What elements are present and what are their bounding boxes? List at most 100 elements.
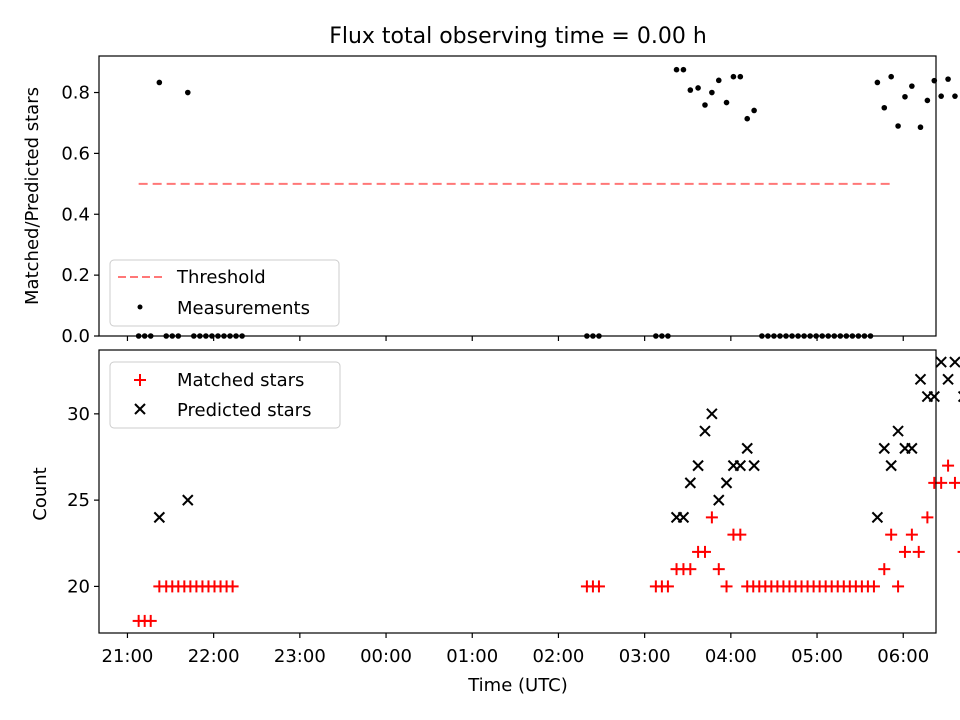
- measurement-point: [723, 99, 730, 106]
- count-x-tick-label: 23:00: [274, 646, 326, 667]
- measurement-point: [902, 93, 908, 100]
- predicted-star-point: [741, 442, 753, 455]
- ratio-y-tick-label: 0.4: [61, 204, 90, 225]
- predicted-star-point: [928, 390, 940, 403]
- count-legend-box: [109, 361, 341, 429]
- count-x-tick-label: 22:00: [188, 646, 240, 667]
- measurement-point: [730, 73, 737, 80]
- matched-star-point: [912, 545, 925, 558]
- measurement-point: [938, 93, 944, 99]
- measurement-point: [673, 66, 680, 73]
- measurement-point: [184, 89, 191, 96]
- chart-title: Flux total observing time = 0.00 h: [329, 24, 707, 49]
- ratio-y-tick-label: 0.6: [61, 143, 90, 164]
- measurement-point: [156, 79, 163, 86]
- matched-star-point: [892, 580, 905, 593]
- legend-measurements-swatch: [137, 304, 143, 310]
- predicted-star-point: [182, 494, 194, 506]
- matched-star-point: [684, 563, 697, 576]
- ratio-panel: Flux total observing time = 0.00 h 0.00.…: [22, 24, 958, 347]
- ratio-axes-frame: [98, 55, 937, 337]
- count-x-tick-label: 05:00: [791, 646, 843, 667]
- predicted-star-point: [878, 442, 890, 455]
- measurement-point: [737, 73, 744, 80]
- count-x-tick-label: 01:00: [446, 646, 498, 667]
- measurement-point: [680, 66, 687, 73]
- predicted-star-point: [677, 511, 690, 524]
- predicted-star-point: [684, 477, 697, 489]
- predicted-star-point: [906, 442, 918, 455]
- measurement-point: [952, 93, 958, 99]
- predicted-star-point: [892, 425, 904, 437]
- measurement-point: [715, 77, 722, 84]
- ratio-y-tick-label: 0.8: [61, 83, 90, 104]
- matched-star-point: [698, 545, 711, 558]
- predicted-star-point: [942, 373, 954, 386]
- ratio-legend-box: [109, 259, 340, 327]
- measurement-point: [695, 85, 701, 91]
- predicted-star-point: [153, 511, 166, 524]
- matched-star-point: [885, 528, 898, 541]
- matched-star-point: [878, 563, 891, 576]
- predicted-star-point: [734, 459, 747, 472]
- legend-predicted-label: Predicted stars: [177, 400, 311, 421]
- count-x-tick-label: 21:00: [102, 646, 154, 667]
- count-panel: 20 25 30 21:00 22:00 23:00 00:00 01:00 02:00 03:…: [30, 349, 960, 696]
- predicted-star-point: [692, 459, 704, 472]
- matched-star-point: [942, 459, 955, 472]
- matched-star-point: [948, 476, 960, 489]
- count-x-tick-label: 03:00: [619, 646, 671, 667]
- ratio-x-axis: [126, 336, 904, 341]
- count-x-tick-label: 02:00: [533, 646, 585, 667]
- measurement-point: [881, 104, 888, 111]
- measurement-point: [945, 76, 951, 82]
- predicted-star-point: [914, 373, 927, 386]
- measurement-point: [895, 123, 901, 129]
- legend-measurements-label: Measurements: [177, 298, 310, 319]
- measurement-point: [874, 79, 881, 86]
- matched-star-point: [592, 580, 605, 593]
- measurement-point: [888, 73, 894, 80]
- measurement-point: [709, 89, 715, 96]
- ratio-y-tick-label: 0.0: [61, 326, 90, 347]
- legend-threshold-label: Threshold: [176, 267, 266, 288]
- matched-star-point: [712, 563, 725, 576]
- ratio-y-axis-label: Matched/Predicted stars: [22, 87, 43, 305]
- count-y-tick-label: 30: [67, 404, 90, 425]
- predicted-star-point: [935, 356, 947, 368]
- predicted-star-point: [871, 511, 884, 524]
- count-y-axis-label: Count: [30, 467, 51, 520]
- count-axes-frame: [98, 349, 937, 634]
- ratio-y-axis: 0.0 0.2 0.4 0.6 0.8: [61, 83, 99, 347]
- count-x-tick-label: 04:00: [705, 646, 757, 667]
- matched-star-point: [921, 511, 934, 524]
- matched-star-point: [905, 528, 918, 541]
- matched-star-point: [935, 476, 948, 489]
- matched-star-point: [734, 528, 747, 541]
- count-x-tick-label: 00:00: [360, 646, 412, 667]
- predicted-star-point: [699, 425, 711, 437]
- ratio-y-tick-label: 0.2: [61, 265, 90, 286]
- count-x-tick-label: 06:00: [877, 646, 929, 667]
- count-y-tick-label: 20: [67, 576, 90, 597]
- matched-star-point: [144, 614, 157, 627]
- matched-star-point: [226, 580, 239, 593]
- legend-matched-label: Matched stars: [177, 370, 304, 391]
- ratio-legend: Threshold Measurements: [109, 259, 340, 327]
- count-plot-area: [132, 356, 960, 627]
- predicted-star-point: [720, 477, 733, 489]
- count-y-tick-label: 25: [67, 490, 90, 511]
- count-legend: Matched stars Predicted stars: [109, 361, 341, 429]
- count-y-axis: 20 25 30: [67, 404, 99, 597]
- measurement-point: [909, 83, 915, 89]
- predicted-star-point: [706, 408, 718, 420]
- matched-star-point: [867, 580, 880, 593]
- measurement-point: [744, 115, 751, 122]
- measurement-point: [702, 102, 708, 108]
- predicted-star-point: [885, 459, 897, 472]
- predicted-star-point: [949, 356, 960, 368]
- measurement-point: [924, 97, 931, 104]
- count-x-axis-label: Time (UTC): [467, 675, 568, 696]
